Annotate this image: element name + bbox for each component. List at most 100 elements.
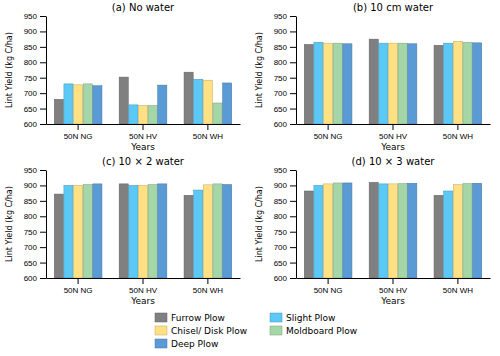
x-axis: 50N NG 50N HV 50N WH [297,124,491,141]
tick: 650 [274,259,296,268]
series [304,39,443,124]
tick-label: 600 [24,274,38,283]
tick-mark [207,278,208,284]
tick: 50N NG [314,124,343,141]
bar [138,105,147,124]
bar [129,105,138,124]
legend-label: Furrow Plow [171,313,225,323]
tick-label: 950 [24,166,38,175]
tick-label: 50N HV [379,132,408,141]
tick-label: 800 [274,58,288,67]
bar [398,43,407,124]
tick: 850 [274,197,296,206]
tick-mark [457,278,458,284]
tick-mark [328,124,329,130]
series [64,185,203,278]
bar [343,183,352,278]
title: (d) 10 × 3 water [352,156,436,167]
tick: 750 [274,74,296,83]
y-axis-title: Lint Yield (kg C/ha) [5,186,14,262]
panel: 60065070075080085090095050N NG50N HV50N … [5,2,241,152]
tick-mark [40,47,46,48]
tick-label: 750 [24,228,38,237]
legend-swatch [155,326,167,335]
bar [304,191,313,278]
legend: Furrow PlowSlight PlowChisel/ Disk PlowM… [155,313,357,349]
tick-mark [40,247,46,248]
tick: 850 [274,43,296,52]
bar [324,43,333,124]
tick-label: 900 [274,181,288,190]
title: (c) 10 × 2 water [102,156,185,167]
tick-mark [290,170,296,171]
tick: 650 [274,105,296,114]
tick-mark [290,78,296,79]
tick-mark [143,124,144,130]
tick-label: 900 [24,181,38,190]
tick: 750 [24,228,46,237]
legend-label: Chisel/ Disk Plow [171,326,247,336]
bar [138,185,147,278]
chart: 60065070075080085090095050N NG50N HV50N … [0,0,500,356]
legend-item: Chisel/ Disk Plow [155,326,247,336]
panel: 60065070075080085090095050N NG50N HV50N … [255,156,491,306]
tick-label: 700 [274,89,288,98]
tick-label: 950 [274,12,288,21]
bar [473,43,482,124]
bar [434,45,443,124]
bar [203,80,212,124]
x-axis: 50N NG50N HV50N WH [47,124,241,141]
tick-label: 700 [274,243,288,252]
bar [64,84,73,124]
bar [453,185,462,278]
y-axis: 600650700750800850900950 [24,12,47,129]
bar [379,184,388,278]
x-axis-title: Years [380,296,405,306]
series [93,184,232,278]
tick-label: 700 [24,243,38,252]
tick-label: 50N WH [193,132,223,141]
bar [74,85,83,124]
legend-swatch [270,326,282,335]
bar [194,190,203,278]
x-axis: 50N NG50N HV50N WH [297,278,491,295]
tick-mark [393,278,394,284]
tick-mark [40,232,46,233]
tick-mark [290,263,296,264]
bar [74,185,83,278]
legend-item: Moldboard Plow [270,326,357,336]
tick-mark [78,124,79,130]
bar [453,41,462,124]
tick-label: 650 [24,105,38,114]
tick: 750 [24,74,46,83]
tick-mark [78,278,79,284]
tick: 50N WH [443,124,473,141]
tick-mark [40,62,46,63]
title: (a) No water [112,2,175,13]
tick-mark [290,16,296,17]
tick-mark [40,78,46,79]
panel: 60065070075080085090095050N NG50N HV50N … [255,2,491,152]
tick-label: 600 [274,274,288,283]
tick-mark [290,247,296,248]
series [54,184,193,278]
tick-mark [328,278,329,284]
tick: 50N WH [193,124,223,141]
series [74,80,213,124]
tick-label: 850 [274,197,288,206]
tick-label: 900 [274,27,288,36]
x-axis-title: Years [380,142,405,152]
tick-label: 850 [274,43,288,52]
tick-mark [290,201,296,202]
tick-mark [40,216,46,217]
tick: 50N WH [193,278,223,295]
tick-mark [290,216,296,217]
tick-label: 50N HV [379,286,408,295]
bar [93,184,102,278]
tick-mark [40,109,46,110]
tick-mark [290,31,296,32]
y-axis: 600650700750800850900950 [274,12,297,129]
bar [369,182,378,278]
series [83,84,222,124]
tick-label: 650 [274,259,288,268]
